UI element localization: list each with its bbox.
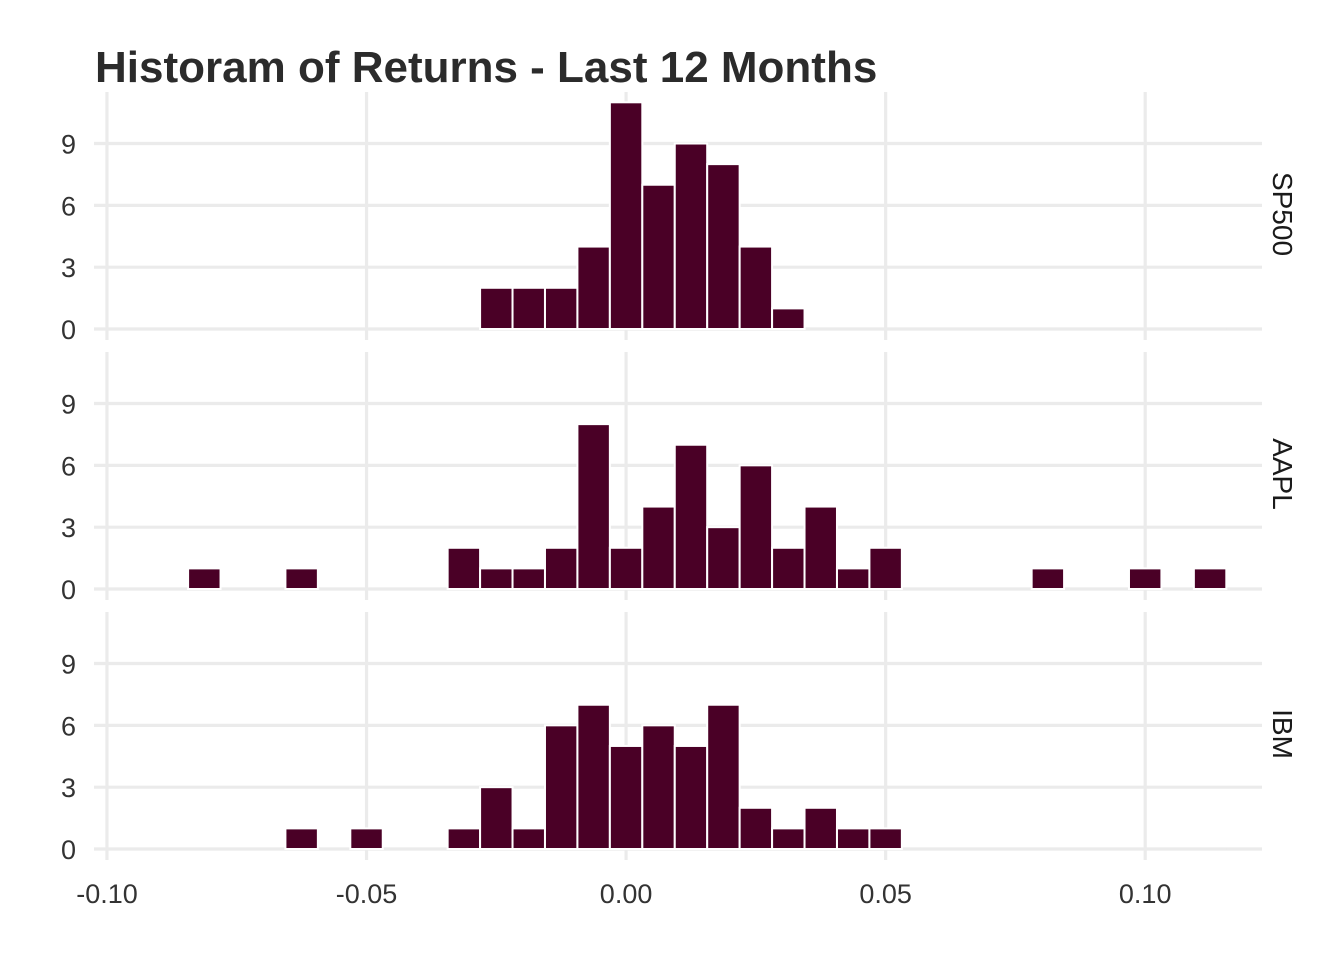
histogram-bar (641, 724, 676, 851)
x-tick-label: -0.05 (336, 879, 398, 909)
histogram-bar (673, 142, 709, 330)
facet-ibm: 0 3 6 9 IBM (61, 612, 1298, 865)
histogram-bar (803, 505, 838, 590)
histogram-bar (446, 827, 482, 850)
histogram-bar (835, 567, 871, 590)
histogram-bar (706, 703, 741, 850)
histogram-bar (576, 423, 611, 590)
y-tick-label: 9 (61, 650, 76, 680)
histogram-bar (706, 526, 741, 590)
histogram-bar (511, 567, 546, 590)
chart-title: Historam of Returns - Last 12 Months (95, 43, 877, 92)
histogram-bar (576, 245, 611, 330)
histogram-bar (511, 827, 546, 850)
facet-strip-label: SP500 (1267, 172, 1298, 256)
histogram-bar (284, 567, 319, 590)
y-tick-label: 0 (61, 835, 76, 865)
histogram-bar (641, 183, 676, 330)
histogram-bar (479, 567, 514, 590)
histogram-bar (706, 163, 741, 330)
histogram-bar (543, 546, 579, 590)
x-tick-label: 0.05 (859, 879, 912, 909)
facet-strip-label: AAPL (1267, 438, 1298, 510)
y-tick-label: 6 (61, 451, 76, 481)
histogram-bar (868, 827, 903, 850)
histogram-bar (673, 744, 709, 851)
histogram-bar (576, 703, 611, 850)
facet-aapl: 0 3 6 9 AAPL (61, 352, 1298, 605)
facet-strip-label: IBM (1267, 709, 1298, 759)
y-tick-label: 6 (61, 191, 76, 221)
histogram-bar (803, 806, 838, 850)
y-tick-label: 3 (61, 773, 76, 803)
histogram-bar (608, 101, 644, 330)
facet-panels: 0 3 6 9 SP500 0 3 6 9 AAPL 0 3 6 9 IBM (61, 92, 1298, 865)
y-tick-label: 3 (61, 253, 76, 283)
histogram-bar (543, 286, 579, 331)
histogram-bar (479, 786, 514, 850)
histogram-bar (446, 546, 482, 590)
histogram-bar (738, 464, 774, 591)
y-tick-label: 3 (61, 513, 76, 543)
y-tick-label: 6 (61, 711, 76, 741)
histogram-bar (1192, 567, 1228, 590)
histogram-bar (349, 827, 384, 850)
histogram-bar (1030, 567, 1066, 590)
histogram-bar (1127, 567, 1163, 590)
histogram-bar (479, 286, 514, 331)
y-tick-label: 9 (61, 390, 76, 420)
x-tick-label: 0.10 (1119, 879, 1172, 909)
histogram-bar (543, 724, 579, 851)
histogram-bar (771, 307, 806, 330)
histogram-bar (868, 546, 903, 590)
x-tick-label: -0.10 (76, 879, 138, 909)
y-tick-label: 9 (61, 130, 76, 160)
histogram-bar (641, 505, 676, 590)
histogram-bar (835, 827, 871, 850)
histogram-bar (608, 546, 644, 590)
histogram-bar (771, 546, 806, 590)
histogram-bar (771, 827, 806, 850)
histogram-bar (738, 245, 774, 330)
histogram-bar (284, 827, 319, 850)
y-tick-label: 0 (61, 575, 76, 605)
histogram-bar (511, 286, 546, 331)
x-axis: -0.10 -0.05 0.00 0.05 0.10 (76, 879, 1171, 909)
x-tick-label: 0.00 (600, 879, 653, 909)
y-tick-label: 0 (61, 315, 76, 345)
histogram-bar (187, 567, 222, 590)
histogram-bar (673, 443, 709, 590)
histogram-bar (608, 744, 644, 851)
histogram-bar (738, 806, 774, 850)
facet-sp500: 0 3 6 9 SP500 (61, 92, 1298, 345)
